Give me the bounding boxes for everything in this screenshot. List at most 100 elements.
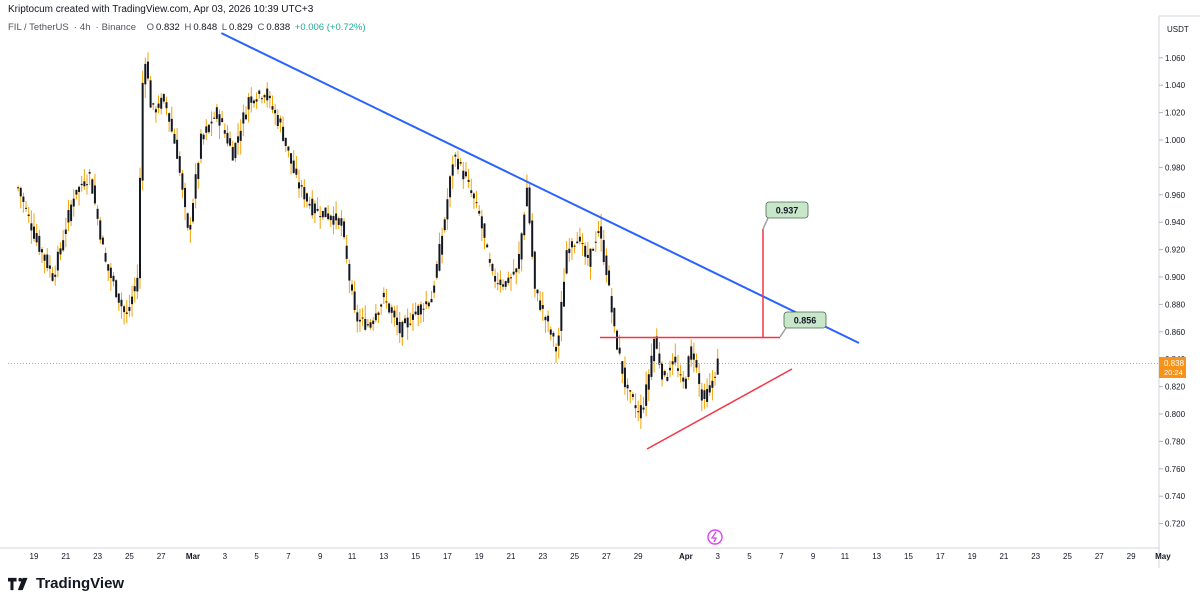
y-tick-label: 1.000 [1165,136,1186,145]
candle-body [72,198,75,207]
low-label: L [221,22,228,33]
candle-body [629,390,632,392]
candle-body [139,177,141,279]
candle-body [340,218,343,226]
candle-body [393,310,396,318]
x-tick-label: 25 [1063,552,1072,561]
y-tick-label: 0.780 [1165,437,1186,446]
candle-body [160,97,163,109]
candle-body [123,306,126,313]
resistance-label-box[interactable] [783,311,827,329]
candle-body [205,126,208,133]
x-tick-label: 9 [318,552,323,561]
candle-body [274,109,277,114]
candle-body [669,367,671,371]
candle-body [199,133,202,159]
x-tick-label: 27 [1095,552,1104,561]
close-label: C [257,22,265,33]
target-label-box[interactable] [765,201,809,219]
candle-body [229,138,232,146]
candle-body [83,181,86,187]
candle-body [385,301,388,303]
candle-body [422,308,425,310]
x-tick-label: 23 [538,552,547,561]
candle-body [621,361,624,374]
candle-body [152,103,155,105]
candle-body [258,90,261,94]
candle-body [117,293,120,303]
high-label: H [184,22,192,33]
y-tick-label: 0.760 [1165,465,1186,474]
candle-body [80,183,83,186]
candle-body [192,203,194,222]
y-tick-label: 1.020 [1165,109,1186,118]
x-tick-label: May [1155,552,1171,561]
candle-body [581,243,584,245]
candle-body [25,207,28,209]
current-price-badge [1159,357,1186,378]
candle-body [319,216,322,218]
y-tick-label: 0.920 [1165,246,1186,255]
candle-body [502,284,505,287]
candle-body [43,254,46,261]
candle-body [470,190,473,194]
candle-body [221,118,224,122]
x-tick-label: 7 [779,552,784,561]
candle-body [149,80,152,108]
candle-body [358,319,361,322]
candle-body [335,213,338,221]
candle-body [494,275,497,282]
x-tick-label: 27 [602,552,611,561]
candle-body [284,137,287,146]
y-tick-label: 0.740 [1165,492,1186,501]
low-value: 0.829 [229,22,253,33]
candle-body [305,193,308,202]
candle-body [409,323,412,325]
candle-body [520,233,523,260]
candle-body [642,407,645,410]
candle-body [237,136,240,143]
candle-body [104,252,107,262]
candle-body [40,249,43,253]
candle-body [499,279,502,286]
candle-body [435,263,438,278]
candle-body [372,320,375,325]
candle-body [396,317,399,326]
candle-body [547,315,550,322]
candle-body [679,374,682,376]
candle-body [616,330,618,350]
candle-body [682,377,685,382]
ascending-support-line[interactable] [646,368,793,450]
footer-brand[interactable]: TradingView [8,575,124,592]
resistance-label-text: 0.856 [794,316,817,326]
candle-body [425,301,428,305]
candle-body [531,220,534,257]
candle-body [663,370,666,376]
candle-body [260,98,263,100]
candle-body [441,235,444,255]
interval[interactable]: 4h [79,22,91,33]
brand-name: TradingView [36,575,125,592]
candle-body [136,277,139,292]
credit-text: Kriptocum created with TradingView.com, … [8,4,314,15]
candle-body [626,384,629,389]
candle-body [430,298,433,303]
y-tick-label: 0.960 [1165,191,1186,200]
candle-body [639,405,642,419]
y-tick-label: 0.820 [1165,383,1186,392]
symbol-name[interactable]: FIL / TetherUS [8,22,69,33]
candle-body [99,220,102,240]
x-tick-label: 19 [30,552,39,561]
candle-body [86,184,88,186]
candle-body [411,314,414,320]
candle-body [417,305,420,315]
candle-body [515,268,518,273]
earnings-marker-icon[interactable] [707,529,723,545]
x-tick-label: 21 [999,552,1008,561]
descending-trendline[interactable] [220,32,860,344]
candle-body [618,347,621,354]
candle-body [449,176,452,198]
candle-body [446,199,449,220]
candle-body [653,338,656,362]
